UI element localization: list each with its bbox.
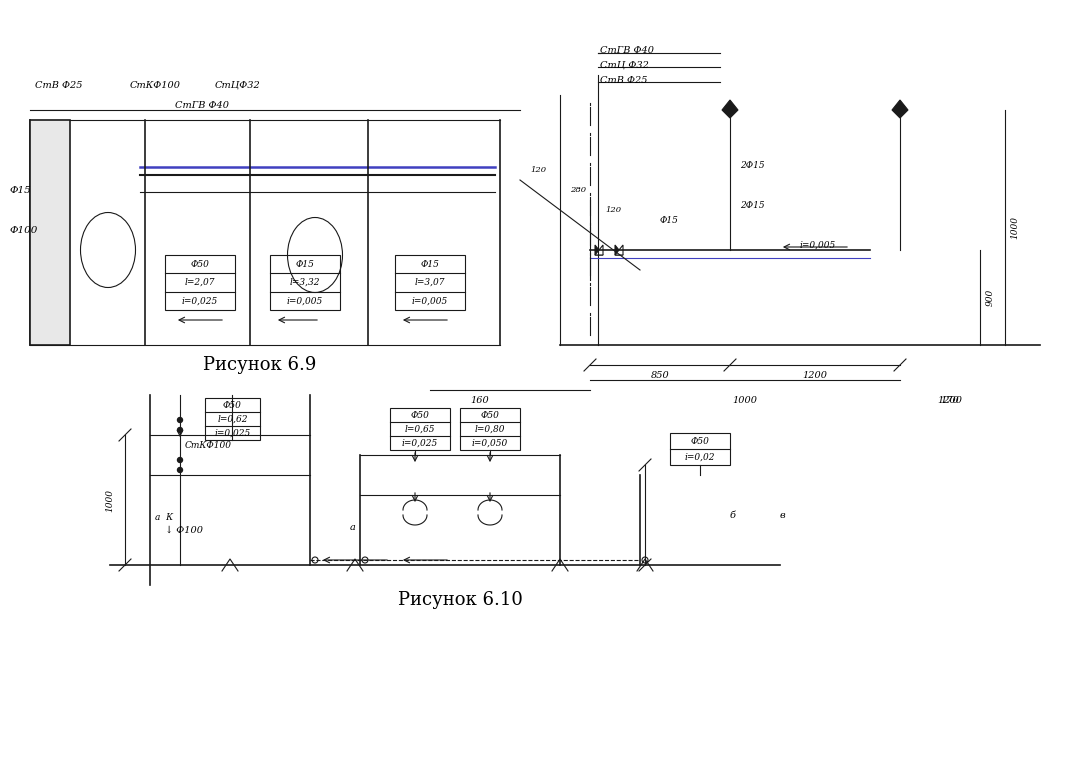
Text: l=0,80: l=0,80 — [475, 425, 506, 434]
Text: 120: 120 — [605, 206, 621, 214]
Text: Φ15: Φ15 — [10, 185, 32, 194]
Text: l=2,07: l=2,07 — [185, 278, 216, 287]
Text: Φ50: Φ50 — [223, 401, 242, 409]
Text: l=3,07: l=3,07 — [415, 278, 445, 287]
Text: 1200: 1200 — [938, 396, 962, 405]
Text: i=0,005: i=0,005 — [800, 240, 837, 249]
Text: 2Φ15: 2Φ15 — [740, 161, 765, 170]
Bar — [165, 255, 235, 310]
Text: 120: 120 — [530, 166, 546, 174]
Polygon shape — [615, 245, 623, 255]
Bar — [30, 120, 70, 345]
Text: i=0,050: i=0,050 — [472, 438, 508, 448]
Circle shape — [177, 418, 182, 422]
Bar — [391, 408, 450, 450]
Polygon shape — [595, 245, 603, 255]
Text: СтЦ Φ32: СтЦ Φ32 — [600, 60, 649, 70]
Polygon shape — [595, 245, 603, 255]
Text: i=0,025: i=0,025 — [181, 296, 218, 305]
Bar — [460, 408, 520, 450]
Text: Рисунок 6.10: Рисунок 6.10 — [398, 591, 523, 609]
Text: l=0,65: l=0,65 — [404, 425, 435, 434]
Text: 1000: 1000 — [1010, 216, 1019, 239]
Circle shape — [177, 457, 182, 463]
Polygon shape — [892, 100, 908, 118]
Text: l=0,62: l=0,62 — [218, 415, 248, 424]
Text: Φ50: Φ50 — [411, 411, 429, 419]
Text: СтЦΦ32: СтЦΦ32 — [214, 80, 260, 90]
Text: 1000: 1000 — [733, 396, 758, 405]
Text: а  К: а К — [155, 513, 173, 522]
Text: 900: 900 — [986, 289, 994, 306]
Text: СтГВ Φ40: СтГВ Φ40 — [600, 45, 654, 54]
Text: Φ50: Φ50 — [191, 259, 209, 269]
Text: i=0,025: i=0,025 — [214, 428, 251, 438]
Text: 1000: 1000 — [106, 489, 114, 512]
Text: i=0,005: i=0,005 — [287, 296, 323, 305]
Text: Φ15: Φ15 — [420, 259, 440, 269]
Circle shape — [177, 467, 182, 473]
Text: i=0,025: i=0,025 — [402, 438, 439, 448]
Text: Φ50: Φ50 — [690, 437, 710, 445]
Text: 170: 170 — [941, 396, 959, 405]
Bar — [270, 255, 340, 310]
Text: Рисунок 6.9: Рисунок 6.9 — [204, 356, 317, 374]
Text: i=0,02: i=0,02 — [685, 453, 715, 461]
Text: Φ50: Φ50 — [480, 411, 499, 419]
Text: Φ15: Φ15 — [296, 259, 315, 269]
Text: Φ15: Φ15 — [660, 216, 679, 224]
Text: СтГВ Φ40: СтГВ Φ40 — [175, 100, 229, 109]
Text: СтКΦ100: СтКΦ100 — [130, 80, 181, 90]
Polygon shape — [615, 245, 623, 255]
Text: 1200: 1200 — [802, 370, 828, 379]
Text: СтВ Φ25: СтВ Φ25 — [35, 80, 82, 90]
Text: в: в — [780, 510, 785, 519]
Text: 280: 280 — [570, 186, 586, 194]
Text: i=0,005: i=0,005 — [412, 296, 448, 305]
Text: 160: 160 — [471, 396, 490, 405]
Text: ↓ Φ100: ↓ Φ100 — [165, 526, 203, 535]
Bar — [395, 255, 465, 310]
Text: 850: 850 — [651, 370, 669, 379]
Text: Φ100: Φ100 — [10, 226, 38, 235]
Text: СтВ Φ25: СтВ Φ25 — [600, 76, 648, 84]
Text: 2Φ15: 2Φ15 — [740, 200, 765, 210]
Bar — [205, 398, 260, 440]
Circle shape — [177, 428, 182, 432]
Bar — [670, 433, 730, 465]
Text: а: а — [350, 523, 356, 532]
Text: б: б — [730, 510, 736, 519]
Text: СтКΦ100: СтКΦ100 — [185, 441, 232, 450]
Polygon shape — [722, 100, 738, 118]
Text: l=3,32: l=3,32 — [290, 278, 320, 287]
